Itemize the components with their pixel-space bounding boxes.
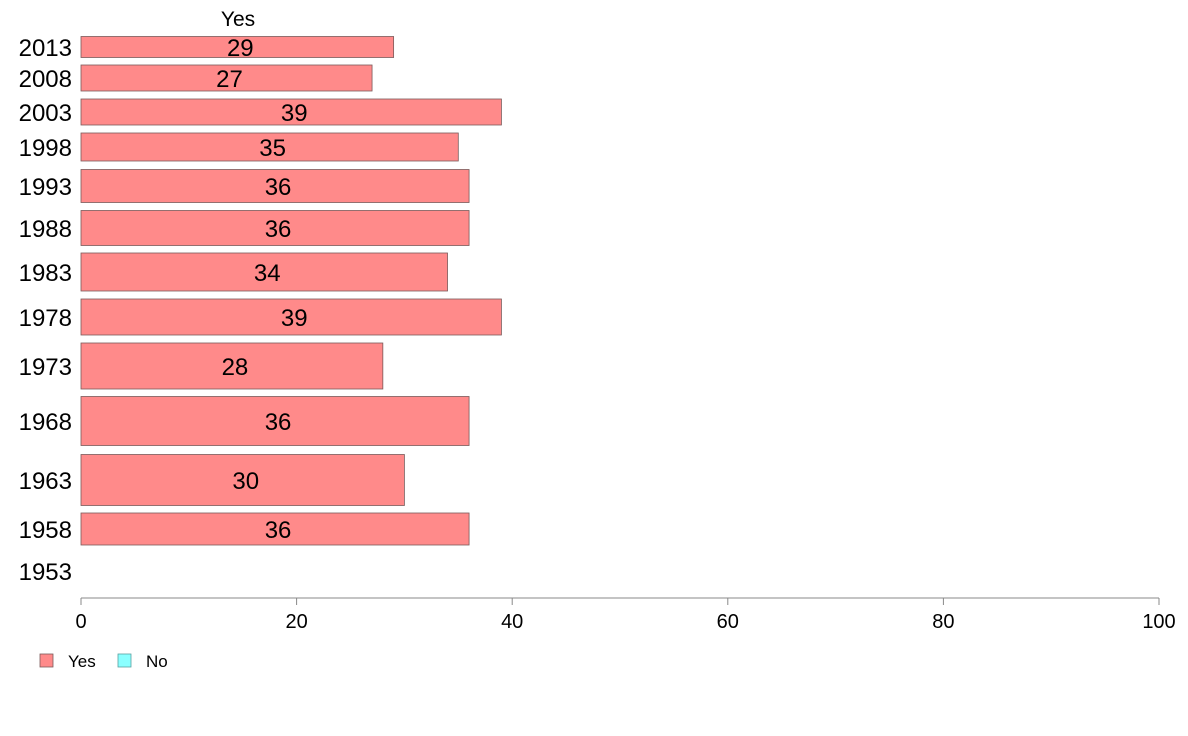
bar-yes — [80, 36, 395, 58]
x-tick-label: 40 — [501, 611, 523, 633]
bar-yes — [80, 64, 373, 92]
category-label: 1958 — [19, 517, 72, 544]
bar-value-label: 34 — [254, 260, 281, 287]
legend-label-no: No — [146, 652, 168, 671]
bar-yes — [80, 132, 459, 162]
category-label: 2003 — [19, 100, 72, 127]
category-labels: 2013 2008 2003 1998 1993 1988 1983 1978 1973 1968… — [19, 35, 72, 586]
bar-yes — [80, 98, 502, 126]
bar-value-label: 28 — [222, 354, 249, 381]
category-label: 1998 — [19, 135, 72, 162]
bar-yes — [80, 210, 470, 246]
category-label: 1983 — [19, 260, 72, 287]
category-label: 1963 — [19, 468, 72, 495]
bar-yes — [80, 252, 448, 292]
legend: Yes No — [39, 652, 168, 671]
bar-value-label: 36 — [265, 216, 292, 243]
series-header: Yes — [221, 8, 255, 31]
x-tick-label: 100 — [1142, 611, 1175, 633]
x-axis: 0 20 40 60 80 100 — [75, 597, 1176, 633]
x-tick-label: 80 — [932, 611, 954, 633]
category-label: 1988 — [19, 216, 72, 243]
bar-value-label: 39 — [281, 305, 308, 332]
category-label: 2008 — [19, 66, 72, 93]
bar-yes — [80, 298, 502, 336]
bar-value-label: 36 — [265, 409, 292, 436]
legend-swatch-no — [117, 653, 132, 668]
bar-value-label: 30 — [232, 468, 259, 495]
category-label: 1993 — [19, 174, 72, 201]
bar-value-label: 29 — [227, 35, 254, 62]
category-label: 1973 — [19, 354, 72, 381]
bar-yes — [80, 396, 470, 446]
category-label: 1978 — [19, 305, 72, 332]
bar-yes — [80, 512, 470, 546]
bar-value-label: 36 — [265, 517, 292, 544]
bar-value-label: 35 — [259, 135, 286, 162]
category-label: 1953 — [19, 559, 72, 586]
x-tick-label: 0 — [75, 611, 86, 633]
category-label: 1968 — [19, 409, 72, 436]
bar-value-label: 27 — [216, 66, 243, 93]
bar-yes — [80, 342, 384, 390]
bar-value-label: 39 — [281, 100, 308, 127]
bar-yes — [80, 169, 470, 203]
legend-swatch-yes — [39, 653, 54, 668]
bar-value-label: 36 — [265, 174, 292, 201]
legend-label-yes: Yes — [68, 652, 96, 671]
category-label: 2013 — [19, 35, 72, 62]
x-tick-label: 20 — [285, 611, 307, 633]
bar-yes — [80, 454, 405, 506]
x-tick-label: 60 — [717, 611, 739, 633]
